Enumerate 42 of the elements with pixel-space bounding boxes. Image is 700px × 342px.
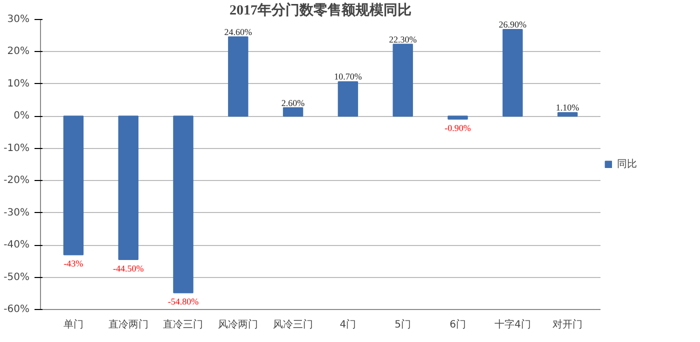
bar — [557, 112, 578, 117]
data-label: 22.30% — [388, 34, 418, 44]
bar — [63, 116, 84, 256]
y-tick-label: 20% — [7, 46, 30, 58]
data-label: 26.90% — [498, 19, 528, 30]
bar — [118, 116, 138, 260]
data-label: -43% — [64, 258, 84, 269]
y-tick-label: -30% — [4, 207, 30, 218]
y-tick-label: 10% — [7, 78, 30, 90]
bar — [448, 116, 468, 120]
bar — [338, 81, 358, 117]
y-tick-label: -60% — [4, 304, 30, 315]
data-label: -0.90% — [444, 123, 472, 134]
y-tick-label: 30% — [7, 14, 30, 25]
data-label: 2.60% — [281, 98, 306, 108]
x-tick-label: 十字4门 — [494, 318, 531, 330]
y-tick-label: -40% — [4, 240, 30, 251]
x-tick-label: 6门 — [450, 318, 466, 330]
bar — [392, 44, 413, 117]
bar — [282, 107, 304, 117]
x-tick-label: 单门 — [63, 318, 84, 330]
x-tick-label: 风冷两门 — [218, 318, 258, 330]
bar — [502, 28, 523, 117]
bar — [228, 36, 248, 117]
y-tick-label: 0% — [14, 110, 30, 122]
x-tick-label: 直冷两门 — [108, 318, 148, 330]
data-label: 24.60% — [224, 26, 253, 37]
x-tick-label: 4门 — [340, 318, 356, 330]
x-tick-label: 对开门 — [552, 318, 583, 330]
x-tick-label: 5门 — [394, 318, 412, 330]
x-tick-label: 直冷三门 — [163, 318, 204, 330]
x-tick-label: 风冷三门 — [273, 318, 314, 330]
chart-title: 2017年分门数零售额规模同比 — [230, 2, 412, 18]
y-tick-label: -20% — [4, 175, 30, 186]
data-label: -54.80% — [168, 296, 200, 307]
data-label: 1.10% — [556, 102, 580, 113]
data-label: 10.70% — [334, 72, 362, 82]
bar — [173, 116, 194, 294]
legend-label: 同比 — [617, 158, 637, 171]
y-tick-label: -50% — [4, 272, 30, 283]
data-label: -44.50% — [112, 264, 144, 274]
y-tick-label: -10% — [4, 142, 30, 154]
